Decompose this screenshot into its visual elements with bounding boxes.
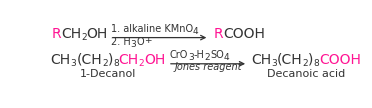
Text: 1-Decanol: 1-Decanol xyxy=(80,69,136,79)
Text: 2: 2 xyxy=(302,59,308,68)
Text: 2: 2 xyxy=(102,59,108,68)
Text: CH: CH xyxy=(50,53,71,67)
Text: 3: 3 xyxy=(188,53,193,62)
Text: 4: 4 xyxy=(193,27,199,36)
Text: SO: SO xyxy=(210,50,224,60)
Text: Jones reagent: Jones reagent xyxy=(174,62,242,72)
Text: COOH: COOH xyxy=(223,27,264,41)
Text: 8: 8 xyxy=(113,59,119,68)
Text: CH: CH xyxy=(61,27,81,41)
Text: CH: CH xyxy=(119,53,139,67)
Text: 3: 3 xyxy=(271,59,277,68)
Text: OH: OH xyxy=(144,53,166,67)
Text: 2. H: 2. H xyxy=(111,37,131,47)
Text: 8: 8 xyxy=(314,59,319,68)
Text: 2: 2 xyxy=(205,53,210,62)
Text: COOH: COOH xyxy=(319,53,361,67)
Text: 1. alkaline KMnO: 1. alkaline KMnO xyxy=(111,24,193,34)
Text: 2: 2 xyxy=(139,59,144,68)
Text: (CH: (CH xyxy=(277,53,302,67)
Text: R: R xyxy=(213,27,223,41)
Text: O: O xyxy=(137,37,144,47)
Text: ): ) xyxy=(108,53,113,67)
Text: +: + xyxy=(144,36,151,45)
Text: CrO: CrO xyxy=(170,50,188,60)
Text: R: R xyxy=(51,27,61,41)
Text: -H: -H xyxy=(193,50,205,60)
Text: Decanoic acid: Decanoic acid xyxy=(267,69,345,79)
Text: 2: 2 xyxy=(81,33,87,41)
Text: OH: OH xyxy=(87,27,108,41)
Text: 3: 3 xyxy=(131,40,137,49)
Text: 3: 3 xyxy=(71,59,76,68)
Text: (CH: (CH xyxy=(76,53,102,67)
Text: CH: CH xyxy=(251,53,271,67)
Text: 4: 4 xyxy=(224,53,230,62)
Text: ): ) xyxy=(308,53,314,67)
